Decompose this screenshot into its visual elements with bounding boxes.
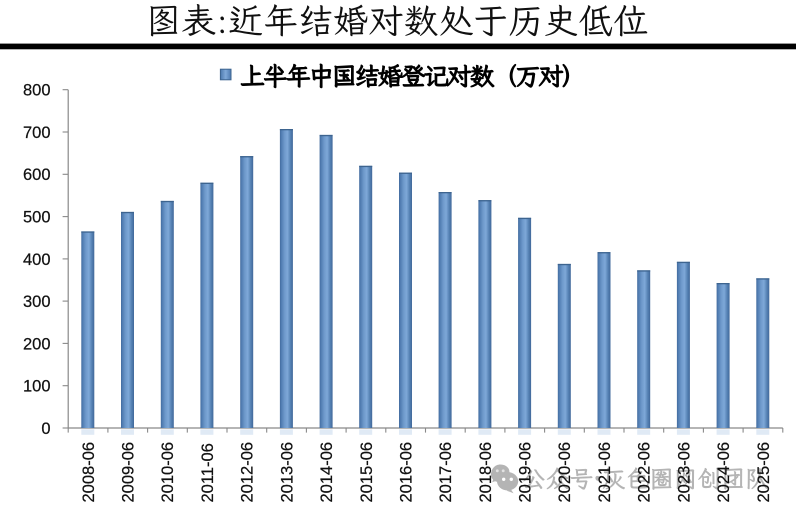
svg-text:2011-06: 2011-06 bbox=[199, 443, 217, 502]
svg-text:2017-06: 2017-06 bbox=[437, 442, 455, 503]
svg-text:200: 200 bbox=[23, 335, 51, 353]
svg-text:2022-06: 2022-06 bbox=[636, 442, 654, 503]
svg-text:800: 800 bbox=[23, 82, 51, 100]
svg-text:2013-06: 2013-06 bbox=[278, 442, 296, 503]
svg-text:2015-06: 2015-06 bbox=[358, 442, 376, 503]
svg-text:2014-06: 2014-06 bbox=[318, 442, 336, 503]
svg-text:500: 500 bbox=[23, 209, 51, 227]
svg-text:2019-06: 2019-06 bbox=[517, 442, 535, 503]
svg-text:2025-06: 2025-06 bbox=[755, 442, 773, 503]
svg-text:100: 100 bbox=[23, 378, 51, 396]
svg-text:2016-06: 2016-06 bbox=[398, 442, 416, 503]
svg-text:2021-06: 2021-06 bbox=[596, 442, 614, 503]
svg-text:2024-06: 2024-06 bbox=[715, 442, 733, 503]
svg-text:300: 300 bbox=[23, 293, 51, 311]
svg-text:600: 600 bbox=[23, 166, 51, 184]
svg-text:700: 700 bbox=[23, 124, 51, 142]
svg-text:2008-06: 2008-06 bbox=[80, 442, 98, 503]
svg-text:0: 0 bbox=[41, 420, 50, 438]
svg-text:2020-06: 2020-06 bbox=[556, 442, 574, 503]
svg-text:2018-06: 2018-06 bbox=[477, 442, 495, 503]
svg-text:2023-06: 2023-06 bbox=[675, 442, 693, 503]
svg-text:2009-06: 2009-06 bbox=[120, 442, 138, 503]
svg-text:2012-06: 2012-06 bbox=[239, 442, 257, 503]
svg-text:400: 400 bbox=[23, 251, 51, 269]
svg-text:2010-06: 2010-06 bbox=[159, 442, 177, 503]
